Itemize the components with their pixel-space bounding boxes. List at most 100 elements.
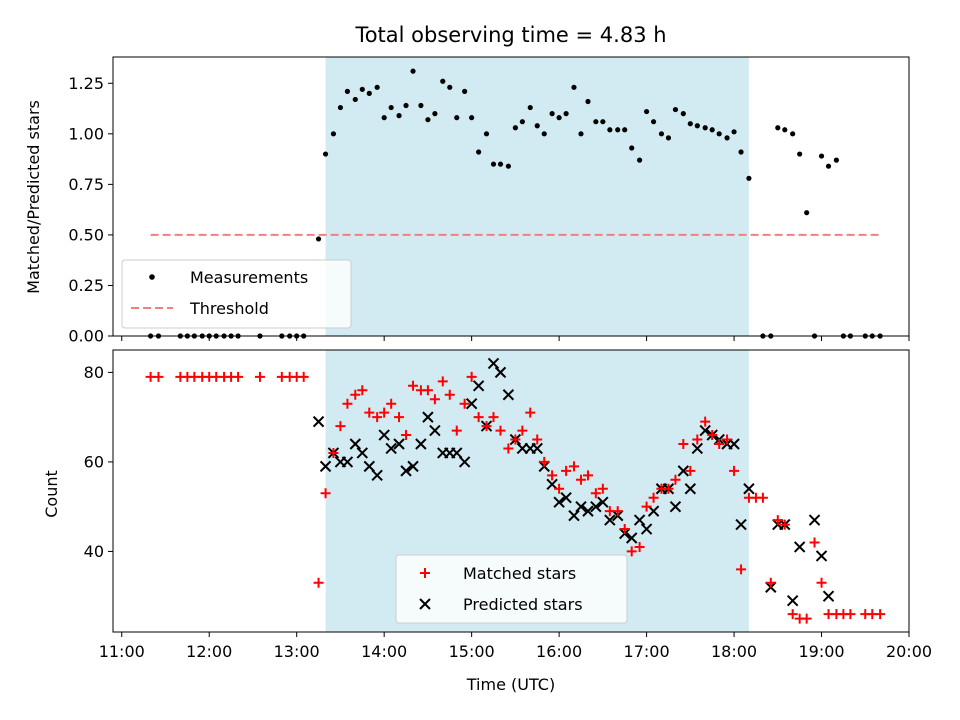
matched-star-point [422, 385, 433, 396]
predicted-star-point [531, 442, 543, 455]
predicted-star-point [597, 496, 609, 508]
matched-star-point [670, 474, 681, 485]
predicted-star-point [451, 447, 463, 459]
matched-star-point [619, 524, 630, 535]
legend-measurements-label: Measurements [190, 268, 308, 287]
matched-star-point [722, 434, 733, 445]
x-tick-label: 14:00 [361, 642, 407, 661]
legend-predicted-marker [419, 598, 431, 610]
measurement-point [527, 104, 533, 111]
predicted-star-point [604, 514, 616, 526]
measurement-point [782, 127, 788, 133]
x-tick-label: 19:00 [798, 642, 844, 661]
predicted-star-point [684, 483, 697, 495]
matched-star-point [525, 407, 536, 418]
matched-star-point [408, 380, 419, 391]
predicted-star-point [699, 424, 711, 437]
measurement-point [374, 84, 380, 90]
measurement-point [447, 84, 453, 90]
top-y-tick-label: 0.00 [68, 327, 104, 346]
matched-star-point [335, 421, 346, 432]
measurement-point [549, 111, 555, 117]
matched-star-point [648, 492, 659, 503]
measurement-point [330, 131, 337, 137]
matched-star-point [692, 434, 703, 445]
top-y-tick-label: 0.25 [68, 276, 104, 295]
measurement-point [410, 68, 416, 74]
predicted-star-point [735, 518, 747, 531]
matched-star-point [357, 385, 368, 396]
measurement-point [469, 115, 475, 121]
matched-star-point [568, 461, 579, 472]
matched-star-point [875, 609, 886, 620]
measurement-point [746, 175, 752, 181]
x-tick-label: 11:00 [99, 642, 145, 661]
measurement-point [381, 115, 387, 121]
matched-star-point [342, 398, 353, 409]
top-legend-box [121, 259, 352, 329]
matched-star-point [757, 492, 768, 503]
matched-star-point [765, 577, 776, 588]
legend-matched-marker [420, 568, 430, 578]
predicted-star-point [502, 389, 515, 401]
measurement-point [636, 157, 643, 163]
top-axes-frame [112, 56, 910, 337]
top-panel: 0.00 0.25 0.50 0.75 1.00 1.25 Measurements Thre… [68, 56, 910, 346]
matched-star-point [254, 371, 265, 382]
matched-star-point [626, 546, 637, 557]
predicted-star-point [312, 415, 325, 428]
x-tick-label: 18:00 [711, 642, 757, 661]
measurement-point [388, 104, 394, 111]
predicted-star-point [793, 541, 806, 553]
measurement-point [403, 102, 409, 109]
predicted-star-point [378, 429, 390, 441]
matched-star-point [153, 371, 164, 382]
predicted-star-point [743, 483, 755, 495]
measurement-point [665, 135, 672, 141]
measurement-point [658, 131, 665, 137]
matched-star-point [612, 506, 623, 517]
measurement-point [804, 210, 810, 216]
x-tick-label: 15:00 [449, 642, 495, 661]
matched-star-point [320, 488, 331, 499]
bottom-panel: 40 60 80 11:00 12:00 13:00 14:00 15:00 16:00 17:0… [84, 349, 932, 661]
predicted-star-point [677, 465, 690, 477]
matched-star-point [539, 456, 550, 467]
matched-star-point [809, 537, 820, 548]
predicted-star-point [371, 469, 383, 482]
matched-star-point [590, 488, 601, 499]
measurement-point [418, 102, 424, 109]
measurement-point [650, 119, 657, 125]
matched-star-point [510, 434, 521, 445]
measurement-point [556, 115, 562, 121]
matched-star-point [233, 371, 244, 382]
measurement-point [622, 127, 628, 133]
measurement-point [593, 119, 599, 125]
matched-star-point [729, 465, 740, 476]
bottom-y-axis-label: Count [42, 470, 61, 518]
predicted-star-point [691, 442, 704, 455]
top-y-tick-label: 1.00 [68, 124, 104, 143]
measurement-point [790, 131, 796, 137]
measurement-point [425, 117, 431, 123]
predicted-star-point [385, 442, 397, 455]
measurement-point [322, 151, 329, 157]
matched-star-point [350, 389, 361, 400]
measurement-point [629, 145, 635, 151]
predicted-star-point [822, 590, 835, 602]
matched-star-point [700, 416, 711, 427]
matched-star-point [554, 483, 565, 494]
measurement-point [825, 163, 832, 169]
measurement-point [724, 135, 730, 141]
matched-star-point [394, 412, 405, 423]
x-tick-label: 16:00 [536, 642, 582, 661]
predicted-star-point [633, 514, 646, 526]
matched-star-point [313, 577, 324, 588]
top-y-tick-label: 1.25 [68, 74, 104, 93]
measurement-point [519, 119, 525, 125]
measurement-point [731, 129, 737, 135]
matched-star-point [437, 376, 448, 387]
legend-predicted-label: Predicted stars [463, 595, 583, 614]
matched-star-point [547, 470, 558, 481]
predicted-star-point [400, 465, 412, 477]
